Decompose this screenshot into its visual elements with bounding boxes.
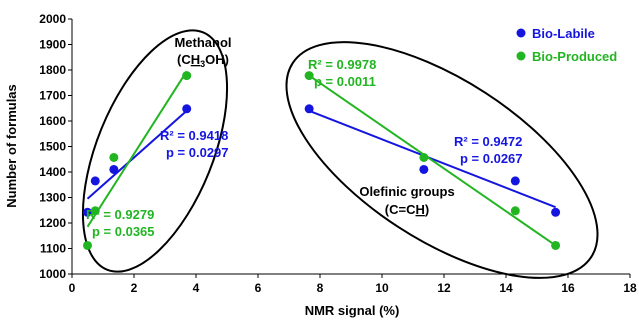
r2-label: R² = 0.9279 xyxy=(86,207,154,222)
x-tick-label: 10 xyxy=(375,281,389,295)
y-tick-label: 1800 xyxy=(39,63,66,77)
y-tick-label: 1200 xyxy=(39,216,66,230)
y-tick-label: 2000 xyxy=(39,12,66,26)
x-tick-label: 6 xyxy=(255,281,262,295)
point-bio-produced xyxy=(510,206,520,216)
annotation-bio-produced-methanol: R² = 0.9279 p = 0.0365 xyxy=(86,207,155,239)
point-bio-labile xyxy=(510,176,520,186)
methanol-group-label: Methanol (CH3OH) xyxy=(174,35,231,69)
legend-marker-bio-produced xyxy=(516,51,526,61)
point-bio-labile xyxy=(304,104,314,114)
y-tick-label: 1400 xyxy=(39,165,66,179)
y-tick-label: 1100 xyxy=(40,242,66,256)
annotation-bio-labile-methanol: R² = 0.9418 p = 0.0297 xyxy=(160,128,229,160)
x-tick-label: 2 xyxy=(131,281,138,295)
point-bio-labile xyxy=(182,104,192,114)
point-bio-labile xyxy=(419,164,429,174)
point-bio-labile xyxy=(109,164,119,174)
r2-label: R² = 0.9978 xyxy=(308,57,376,72)
y-tick-label: 1300 xyxy=(39,191,66,205)
point-bio-labile xyxy=(83,207,92,217)
point-bio-labile xyxy=(90,176,100,186)
y-axis-title: Number of formulas xyxy=(4,84,19,208)
p-label: p = 0.0267 xyxy=(460,151,523,166)
x-tick-label: 18 xyxy=(623,281,637,295)
r2-label: R² = 0.9418 xyxy=(160,128,228,143)
trendline-bio-labile xyxy=(86,110,188,200)
group-ellipses xyxy=(81,29,599,279)
point-bio-produced xyxy=(109,152,119,162)
methanol-label-line1: Methanol xyxy=(174,35,231,50)
olefinic-group-label: Olefinic groups (C=CH) xyxy=(359,184,454,217)
r2-label: R² = 0.9472 xyxy=(454,134,522,149)
olefinic-label-line2: (C=CH) xyxy=(385,202,429,217)
p-label: p = 0.0365 xyxy=(92,224,155,239)
x-tick-label: 16 xyxy=(561,281,575,295)
olefinic-group-ellipse xyxy=(285,41,599,279)
annotation-bio-produced-olefinic: R² = 0.9978 p = 0.0011 xyxy=(308,57,376,89)
y-tick-label: 1700 xyxy=(39,89,66,103)
x-tick-label: 8 xyxy=(317,281,324,295)
annotation-bio-labile-olefinic: R² = 0.9472 p = 0.0267 xyxy=(454,134,523,166)
x-tick-label: 0 xyxy=(69,281,76,295)
trendline-bio-produced xyxy=(308,74,557,247)
y-tick-label: 1000 xyxy=(39,267,66,281)
x-tick-label: 12 xyxy=(437,281,451,295)
p-label: p = 0.0011 xyxy=(314,74,376,89)
axes: 1000 1100 1200 1300 1400 1500 1600 1700 1800 1900… xyxy=(39,12,637,295)
legend: Bio-Labile Bio-Produced xyxy=(516,26,617,64)
x-axis-title: NMR signal (%) xyxy=(305,303,400,318)
p-label: p = 0.0297 xyxy=(166,145,229,160)
trendlines xyxy=(86,70,557,247)
legend-label-bio-produced: Bio-Produced xyxy=(532,49,617,64)
point-bio-produced xyxy=(83,240,92,250)
x-tick-label: 4 xyxy=(193,281,200,295)
legend-marker-bio-labile xyxy=(516,28,526,38)
trendline-bio-labile xyxy=(308,109,556,209)
point-bio-labile xyxy=(551,207,561,217)
point-bio-produced xyxy=(419,152,429,162)
olefinic-label-line1: Olefinic groups xyxy=(359,184,454,199)
x-tick-label: 14 xyxy=(499,281,513,295)
point-bio-produced xyxy=(551,240,561,250)
methanol-label-line2: (CH3OH) xyxy=(177,52,229,69)
y-tick-label: 1600 xyxy=(39,114,66,128)
point-bio-produced xyxy=(182,71,192,81)
methanol-group-ellipse xyxy=(81,29,229,273)
legend-label-bio-labile: Bio-Labile xyxy=(532,26,595,41)
point-bio-produced xyxy=(90,206,100,216)
y-tick-label: 1900 xyxy=(39,38,66,52)
data-points xyxy=(83,71,561,250)
point-bio-produced xyxy=(304,71,314,81)
y-tick-label: 1500 xyxy=(39,140,66,154)
trendline-bio-produced xyxy=(86,70,188,228)
